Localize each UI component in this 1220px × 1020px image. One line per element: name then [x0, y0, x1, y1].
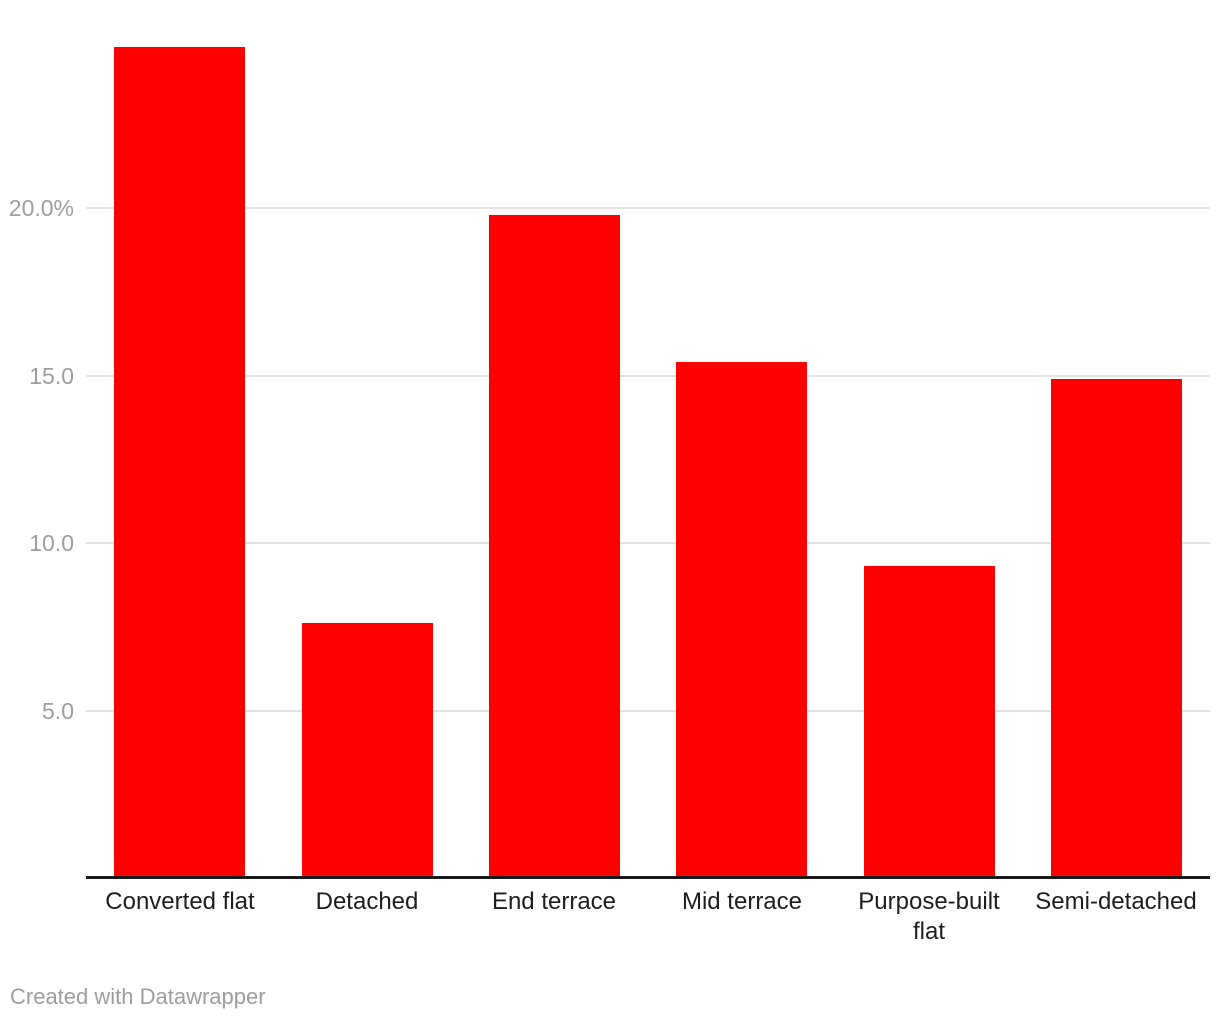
- bar-purpose-built-flat: [864, 566, 995, 878]
- bar-end-terrace: [489, 215, 620, 878]
- bar-detached: [302, 623, 433, 878]
- x-axis-label: Purpose-built flat: [858, 888, 1000, 945]
- x-axis-label: Detached: [315, 888, 419, 915]
- gridline: [86, 207, 1210, 209]
- x-axis-label: End terrace: [491, 888, 617, 915]
- bar-converted-flat: [114, 47, 245, 878]
- x-axis-label: Converted flat: [105, 888, 255, 915]
- datawrapper-credit: Created with Datawrapper: [10, 984, 266, 1009]
- bar-mid-terrace: [676, 362, 807, 878]
- y-tick-label: 20.0%: [8, 195, 74, 221]
- x-axis-label: Semi-detached: [1035, 888, 1197, 915]
- x-axis-label: Mid terrace: [681, 888, 803, 915]
- bar-semi-detached: [1051, 379, 1182, 878]
- gridline: [86, 542, 1210, 544]
- y-tick-label: 15.0: [29, 363, 74, 389]
- gridline: [86, 710, 1210, 712]
- gridline: [86, 375, 1210, 377]
- x-axis-line: [86, 876, 1210, 879]
- y-tick-label: 10.0: [29, 530, 74, 556]
- y-tick-label: 5.0: [42, 698, 74, 724]
